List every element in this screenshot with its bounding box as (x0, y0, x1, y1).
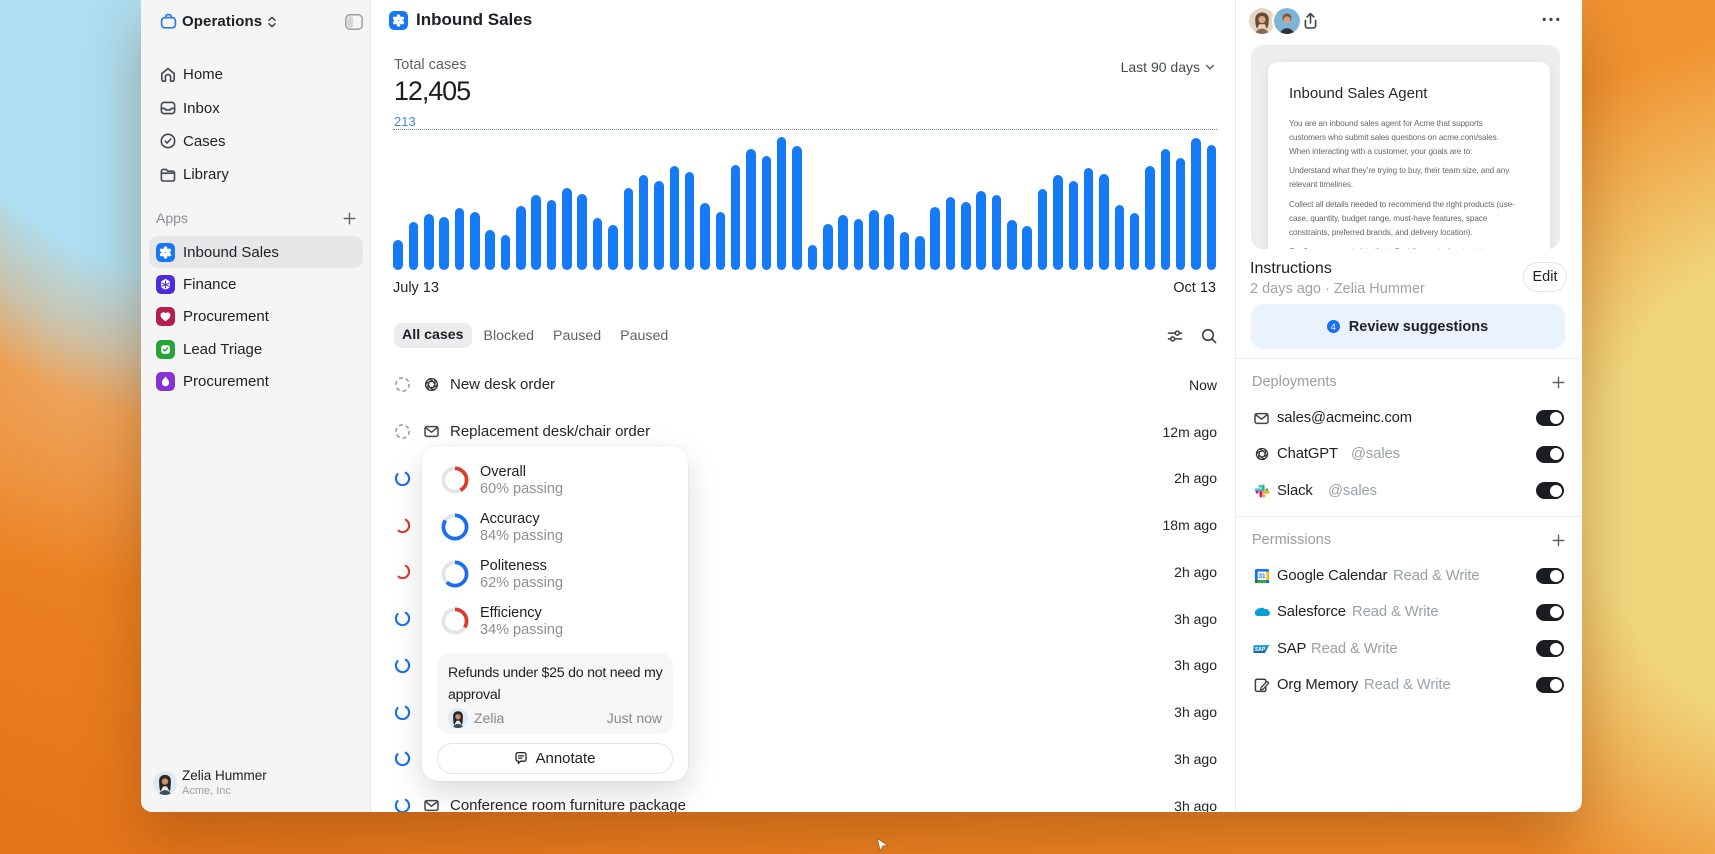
svg-text:31: 31 (1258, 573, 1266, 580)
svg-text:SAP: SAP (1255, 647, 1266, 653)
